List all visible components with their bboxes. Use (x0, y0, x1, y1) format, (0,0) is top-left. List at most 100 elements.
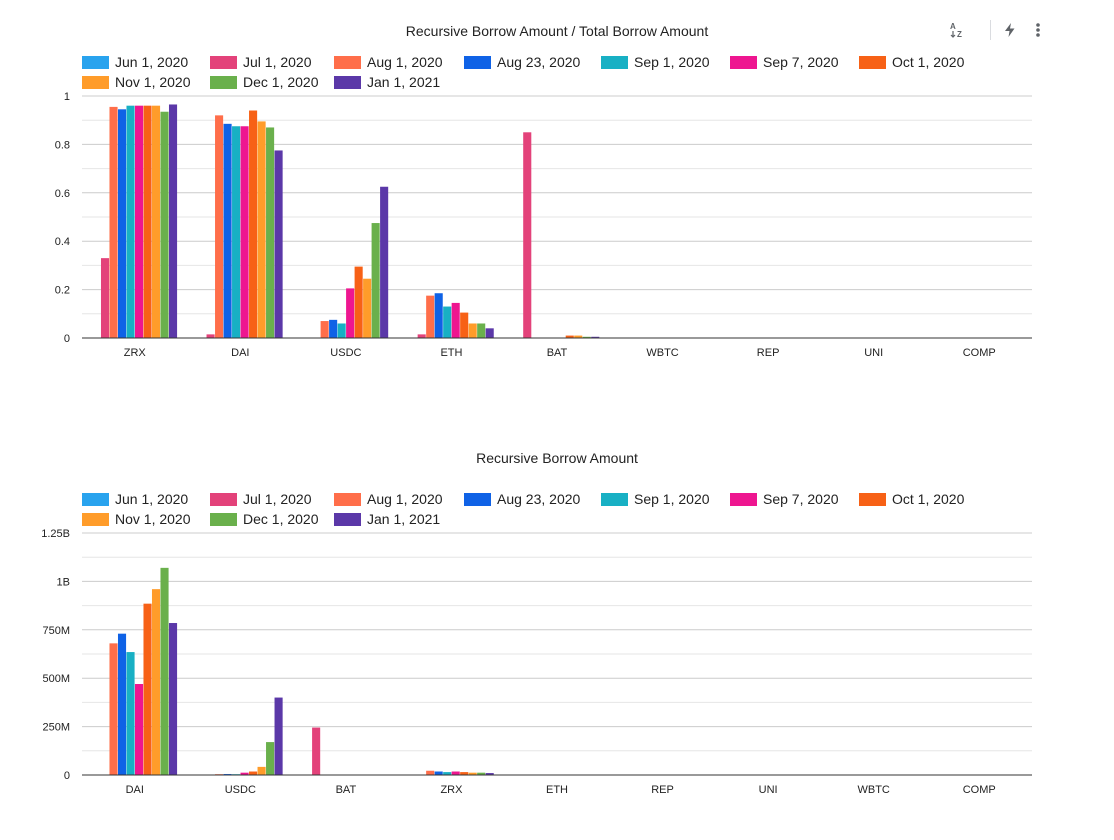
bar[interactable] (151, 105, 161, 339)
bar[interactable] (443, 306, 452, 338)
bar[interactable] (117, 109, 127, 338)
x-tick-label: ZRX (440, 784, 463, 796)
legend-item[interactable]: Sep 1, 2020 (601, 54, 710, 70)
bar[interactable] (426, 770, 435, 775)
bolt-icon[interactable] (998, 18, 1022, 42)
legend-swatch (210, 513, 237, 526)
legend-item[interactable]: Jan 1, 2021 (334, 74, 440, 90)
bar[interactable] (468, 323, 477, 338)
legend-item[interactable]: Oct 1, 2020 (859, 54, 965, 70)
bar[interactable] (320, 321, 329, 338)
legend-item[interactable]: Nov 1, 2020 (82, 74, 191, 90)
bar[interactable] (380, 186, 389, 338)
y-tick-label: 1 (64, 91, 70, 103)
more-vert-icon[interactable] (1026, 18, 1050, 42)
bar[interactable] (451, 771, 460, 775)
legend-item[interactable]: Sep 7, 2020 (730, 491, 839, 507)
bar[interactable] (468, 772, 477, 775)
bar[interactable] (346, 288, 355, 338)
legend-item[interactable]: Aug 1, 2020 (334, 491, 443, 507)
bar[interactable] (126, 652, 135, 775)
legend-item[interactable]: Aug 1, 2020 (334, 54, 443, 70)
bar[interactable] (206, 334, 215, 338)
legend-label: Nov 1, 2020 (115, 511, 191, 527)
ratio-chart-svg: Recursive Borrow Amount / Total Borrow A… (55, 23, 1032, 359)
bar[interactable] (168, 104, 178, 338)
bar[interactable] (417, 334, 426, 338)
bar[interactable] (477, 772, 486, 775)
legend-item[interactable]: Jul 1, 2020 (210, 54, 312, 70)
bar[interactable] (591, 336, 600, 338)
bar[interactable] (434, 771, 443, 775)
bar[interactable] (329, 319, 338, 338)
legend-swatch (601, 56, 628, 69)
bar[interactable] (232, 126, 241, 338)
bar[interactable] (109, 106, 118, 338)
bar[interactable] (143, 603, 152, 775)
bar[interactable] (582, 336, 591, 338)
legend-item[interactable]: Nov 1, 2020 (82, 511, 191, 527)
legend-swatch (210, 76, 237, 89)
bar[interactable] (477, 323, 486, 338)
legend-item[interactable]: Jun 1, 2020 (82, 54, 188, 70)
y-tick-label: 1.25B (41, 528, 70, 540)
bar[interactable] (134, 684, 144, 775)
bar[interactable] (151, 589, 161, 775)
bar[interactable] (249, 110, 258, 339)
legend-item[interactable]: Oct 1, 2020 (859, 491, 965, 507)
bar[interactable] (257, 121, 266, 338)
bar[interactable] (100, 258, 110, 338)
legend-item[interactable]: Sep 1, 2020 (601, 491, 710, 507)
bar[interactable] (274, 150, 283, 338)
bar[interactable] (363, 278, 372, 338)
legend-item[interactable]: Jun 1, 2020 (82, 491, 188, 507)
bar[interactable] (257, 766, 266, 775)
bar[interactable] (223, 123, 232, 338)
legend-label: Aug 23, 2020 (497, 54, 581, 70)
bar[interactable] (266, 742, 275, 775)
bar[interactable] (337, 323, 346, 338)
legend-label: Jan 1, 2021 (367, 74, 440, 90)
legend-item[interactable]: Aug 23, 2020 (464, 54, 581, 70)
bar[interactable] (443, 772, 452, 775)
bar[interactable] (460, 772, 469, 775)
bar[interactable] (117, 633, 127, 775)
bar[interactable] (249, 771, 258, 775)
ratio-chart: Recursive Borrow Amount / Total Borrow A… (0, 0, 1114, 400)
legend-item[interactable]: Dec 1, 2020 (210, 74, 319, 90)
bar[interactable] (574, 335, 583, 338)
bar[interactable] (434, 293, 443, 338)
x-tick-label: ZRX (124, 347, 147, 359)
sort-az-icon[interactable]: A Z (946, 18, 970, 42)
bar[interactable] (371, 223, 380, 338)
legend-item[interactable]: Dec 1, 2020 (210, 511, 319, 527)
legend-item[interactable]: Aug 23, 2020 (464, 491, 581, 507)
bar[interactable] (240, 772, 249, 775)
bar[interactable] (109, 643, 118, 775)
bar[interactable] (126, 105, 135, 339)
y-tick-label: 0.4 (55, 236, 70, 248)
bar[interactable] (312, 727, 321, 775)
bar[interactable] (451, 302, 460, 338)
bar[interactable] (460, 312, 469, 338)
bar[interactable] (143, 105, 152, 339)
bar[interactable] (168, 623, 178, 775)
bar[interactable] (160, 111, 169, 338)
bar[interactable] (485, 328, 494, 338)
legend-item[interactable]: Jul 1, 2020 (210, 491, 312, 507)
bar[interactable] (523, 132, 532, 338)
bar[interactable] (240, 126, 249, 338)
legend-item[interactable]: Sep 7, 2020 (730, 54, 839, 70)
bar[interactable] (426, 295, 435, 338)
bar[interactable] (134, 105, 144, 339)
borrow-amount-chart: Recursive Borrow Amount Jun 1, 2020 Jul 1,… (0, 440, 1114, 835)
bar[interactable] (565, 335, 574, 338)
bar[interactable] (485, 773, 494, 775)
bar[interactable] (266, 127, 275, 339)
bar[interactable] (160, 567, 169, 775)
bar[interactable] (354, 266, 363, 338)
bar[interactable] (215, 115, 224, 338)
legend-swatch (334, 493, 361, 506)
bar[interactable] (274, 697, 283, 775)
legend-item[interactable]: Jan 1, 2021 (334, 511, 440, 527)
